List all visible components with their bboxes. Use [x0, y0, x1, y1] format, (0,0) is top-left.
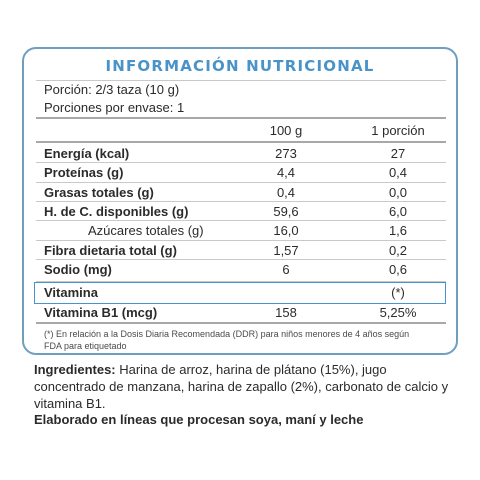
nutrient-row: Sodio (mg) 6 0,6: [0, 262, 480, 282]
divider: [36, 201, 446, 202]
nutrient-value-100g: 59,6: [273, 204, 299, 219]
vitamin-row-label: Vitamina B1 (mcg): [44, 305, 158, 320]
nutrient-value-portion: 1,6: [388, 223, 408, 238]
divider: [36, 162, 446, 163]
vitamin-header-row: Vitamina (*): [0, 285, 480, 305]
nutrient-label: Grasas totales (g): [44, 185, 154, 200]
nutrient-value-portion: 6,0: [388, 204, 408, 219]
vitamin-header-label: Vitamina: [44, 285, 98, 300]
nutrient-row: Fibra dietaria total (g) 1,57 0,2: [0, 243, 480, 263]
nutrient-value-100g: 0,4: [276, 185, 296, 200]
nutrient-label: Azúcares totales (g): [88, 223, 204, 238]
vitamin-header-box: [34, 282, 446, 304]
servings-line: Porciones por envase: 1: [44, 100, 184, 115]
servings-value: 1: [176, 100, 185, 115]
nutrient-row: Energía (kcal) 273 27: [0, 146, 480, 166]
divider: [36, 220, 446, 221]
nutrient-value-portion: 27: [390, 146, 406, 161]
portion-value: 2/3 taza (10 g): [95, 82, 180, 97]
divider: [36, 117, 446, 119]
nutrient-row: Grasas totales (g) 0,4 0,0: [0, 185, 480, 205]
nutrient-value-portion: 0,4: [388, 165, 408, 180]
nutrient-row: Proteínas (g) 4,4 0,4: [0, 165, 480, 185]
nutrient-label: H. de C. disponibles (g): [44, 204, 189, 219]
nutrient-value-100g: 16,0: [273, 223, 299, 238]
ingredients-label: Ingredientes:: [34, 362, 116, 377]
nutrient-label: Proteínas (g): [44, 165, 124, 180]
divider: [36, 259, 446, 260]
divider: [36, 80, 446, 81]
nutrient-value-100g: 1,57: [273, 243, 299, 258]
vitamin-row-value-portion: 5,25%: [379, 305, 417, 320]
divider: [36, 182, 446, 183]
ingredients-list: Harina de arroz, harina de plátano (15%)…: [34, 362, 449, 411]
processing-note: Elaborado en líneas que procesan soya, m…: [34, 412, 364, 427]
column-header-100g: 100 g: [269, 123, 303, 138]
nutrient-label: Fibra dietaria total (g): [44, 243, 177, 258]
portion-label: Porción:: [44, 82, 92, 97]
divider: [36, 322, 446, 324]
column-header-portion: 1 porción: [371, 123, 425, 138]
divider: [36, 240, 446, 241]
column-header-row: 100 g 1 porción: [0, 123, 480, 143]
nutrient-value-portion: 0,6: [388, 262, 408, 277]
nutrient-value-portion: 0,2: [388, 243, 408, 258]
nutrient-value-100g: 4,4: [276, 165, 296, 180]
divider: [36, 281, 446, 282]
portion-line: Porción: 2/3 taza (10 g): [44, 82, 179, 97]
nutrient-label: Energía (kcal): [44, 146, 130, 161]
divider: [36, 141, 446, 143]
nutrient-value-100g: 273: [275, 146, 297, 161]
nutrient-value-portion: 0,0: [388, 185, 408, 200]
footnote: (*) En relación a la Dosis Diaria Recome…: [44, 329, 410, 351]
panel-title: INFORMACIÓN NUTRICIONAL: [105, 57, 375, 75]
vitamin-row-value-100g: 158: [275, 305, 297, 320]
nutrient-row: Azúcares totales (g) 16,0 1,6: [0, 223, 480, 243]
ingredients-text: Ingredientes: Harina de arroz, harina de…: [34, 361, 454, 412]
nutrient-row: H. de C. disponibles (g) 59,6 6,0: [0, 204, 480, 224]
nutrient-label: Sodio (mg): [44, 262, 112, 277]
servings-label: Porciones por envase:: [44, 100, 174, 115]
nutrient-value-100g: 6: [282, 262, 290, 277]
vitamin-row: Vitamina B1 (mcg) 158 5,25%: [0, 305, 480, 325]
vitamin-header-note: (*): [391, 285, 405, 300]
nutrition-panel: [22, 47, 458, 355]
